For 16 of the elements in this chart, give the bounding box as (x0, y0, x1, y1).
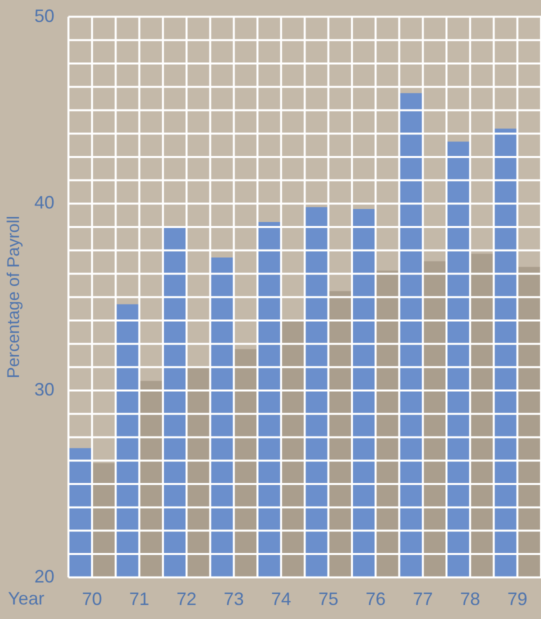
x-tick-label: 71 (129, 589, 150, 610)
x-tick-label: 72 (176, 589, 197, 610)
x-tick-label: 78 (460, 589, 480, 610)
x-tick-label: 77 (412, 589, 433, 610)
y-tick-label: 50 (34, 6, 54, 26)
x-axis-title: Year (8, 588, 44, 608)
x-tick-label: 79 (507, 589, 528, 610)
y-axis-title: Percentage of Payroll (4, 216, 23, 378)
x-tick-label: 75 (318, 589, 338, 610)
x-tick-label: 74 (271, 589, 292, 610)
y-tick-label: 30 (34, 380, 54, 400)
x-tick-label: 70 (82, 589, 102, 610)
y-tick-label: 20 (34, 566, 54, 586)
x-tick-label: 76 (366, 589, 386, 610)
x-tick-label: 73 (224, 589, 244, 610)
y-tick-label: 40 (34, 192, 54, 213)
